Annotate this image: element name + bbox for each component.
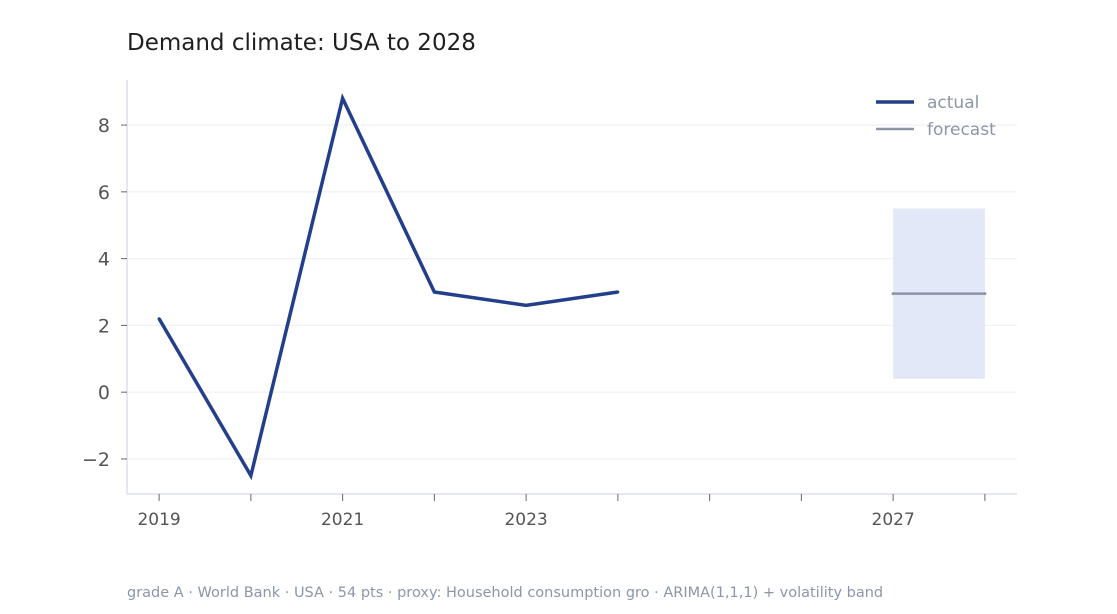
axes (126, 80, 1017, 495)
data-point-actual (341, 96, 345, 100)
gridlines (127, 124, 1017, 460)
legend: actual forecast (876, 93, 996, 140)
y-tick-label: 2 (98, 315, 110, 337)
y-tick-label: 8 (98, 115, 110, 137)
y-tick-label: 6 (98, 182, 110, 204)
data-point-actual (157, 317, 161, 321)
chart-title: Demand climate: USA to 2028 (127, 30, 476, 56)
data-point-actual (432, 290, 436, 294)
y-tick-label: 4 (98, 249, 110, 271)
data-point-actual (524, 303, 528, 307)
x-tick-label: 2023 (504, 510, 547, 530)
x-tick-label: 2019 (137, 510, 180, 530)
legend-label-forecast: forecast (927, 120, 996, 140)
series-layer (157, 93, 987, 481)
ticks: −2 0 2 4 6 8 2019 2021 2023 2027 (82, 115, 986, 530)
data-point-forecast (983, 292, 987, 296)
legend-label-actual: actual (927, 93, 979, 113)
data-point-actual (249, 474, 253, 478)
data-point-actual (616, 290, 620, 294)
x-tick-label: 2021 (321, 510, 364, 530)
y-tick-label: 0 (98, 382, 110, 404)
series-line-actual (157, 93, 619, 481)
y-tick-label: −2 (82, 449, 110, 471)
chart-footer: grade A · World Bank · USA · 54 pts · pr… (127, 585, 883, 601)
data-point-forecast (891, 292, 895, 296)
x-tick-label: 2027 (872, 510, 915, 530)
